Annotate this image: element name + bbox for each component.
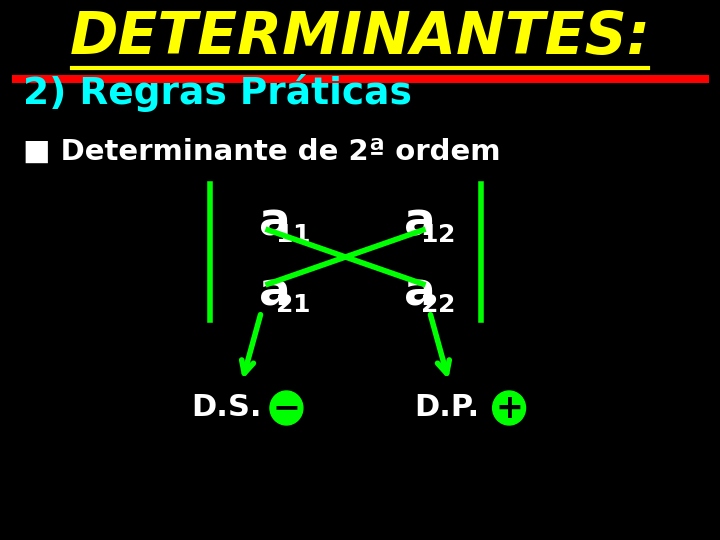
Text: −: − [272, 392, 300, 424]
Bar [12, 0, 708, 75]
Text: D.S.: D.S. [191, 394, 261, 422]
Text: ■ Determinante de 2ª ordem: ■ Determinante de 2ª ordem [23, 138, 500, 166]
Text: $\mathbf{21}$: $\mathbf{21}$ [274, 293, 310, 317]
Text: +: + [495, 392, 523, 424]
Text: DETERMINANTES:: DETERMINANTES: [70, 9, 650, 66]
Text: $\mathbf{a}$: $\mathbf{a}$ [403, 199, 433, 245]
Text: $\mathbf{a}$: $\mathbf{a}$ [403, 269, 433, 314]
Text: D.P.: D.P. [415, 394, 480, 422]
Circle shape [270, 391, 303, 425]
Text: $\mathbf{a}$: $\mathbf{a}$ [258, 269, 288, 314]
Bar [12, 75, 708, 83]
Text: $\mathbf{a}$: $\mathbf{a}$ [258, 199, 288, 245]
Circle shape [492, 391, 526, 425]
Text: 2) Regras Práticas: 2) Regras Práticas [23, 74, 412, 112]
Text: $\mathbf{12}$: $\mathbf{12}$ [420, 223, 455, 247]
Text: $\mathbf{22}$: $\mathbf{22}$ [420, 293, 455, 317]
Text: $\mathbf{11}$: $\mathbf{11}$ [274, 223, 310, 247]
